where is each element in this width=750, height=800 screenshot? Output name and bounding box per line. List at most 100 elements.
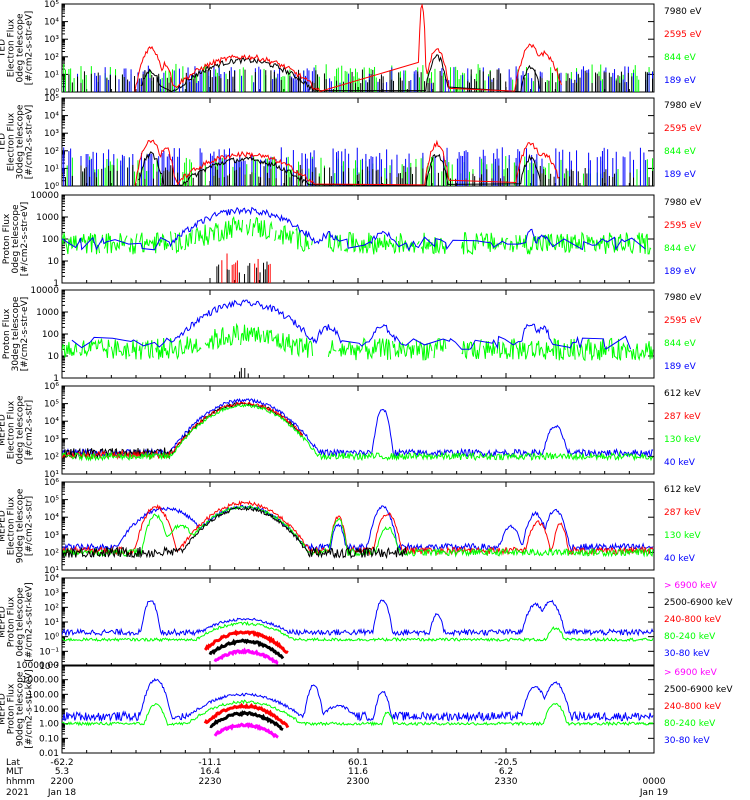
legend-entry: 2595 eV (664, 30, 702, 40)
y-axis-label-line: [#/cm2-s-str-eV] (20, 202, 30, 277)
panel-8: 0.010.101.0010.00100.001000.0010000.00ME… (0, 661, 733, 759)
y-axis-label-line: Electron Flux (7, 496, 17, 555)
y-tick-label: 10⁴ (44, 112, 59, 122)
legend-entry: 612 keV (664, 485, 701, 495)
legend-entry: > 6900 keV (664, 668, 718, 678)
y-tick-label: 10⁵ (44, 0, 59, 10)
y-axis-label-line: 90deg telescope (16, 671, 26, 746)
legend-entry: 80-240 keV (664, 632, 716, 642)
panel-1: 10⁰ 10¹ 10² 10³ 10⁴ 10⁵ TEDElectron Flux0deg t… (0, 0, 702, 98)
legend-entry: 2595 eV (664, 124, 702, 134)
x-tick-label-date: Jan 19 (639, 788, 668, 798)
x-tick-label-lat: -11.1 (198, 758, 221, 768)
series-red-band (203, 702, 290, 729)
y-axis-label-line: TED (0, 133, 8, 152)
series-group (62, 677, 654, 739)
y-tick-label: 10⁴ (44, 18, 59, 28)
series-group (62, 599, 654, 665)
y-axis-label: MEPEDElectron Flux0deg telescope[#/cm2-s… (0, 395, 35, 465)
x-tick-label-hhmm: 2230 (199, 777, 222, 787)
x-row-label-year: 2021 (6, 788, 29, 798)
y-tick-label: 1 (53, 279, 59, 289)
y-axis-label-line: [#/cm2-s-str] (25, 400, 35, 460)
panel-2: 10⁰ 10¹ 10² 10³ 10⁴ 10⁵ TEDElectron Flux30deg … (0, 94, 702, 192)
y-axis-label-line: Proton Flux (7, 683, 17, 734)
y-tick-label: 10³ (44, 531, 59, 541)
y-tick-label: 10 (48, 257, 60, 267)
series-red-line (134, 4, 562, 92)
y-axis-label-line: 90deg telescope (16, 488, 26, 563)
series-red-line (62, 500, 654, 556)
series-blue-line (62, 397, 654, 458)
legend-entry: 7980 eV (664, 7, 702, 17)
y-axis-label-line: 30deg telescope (11, 296, 21, 371)
series-group (62, 500, 654, 560)
y-axis-label-line: 0deg telescope (11, 204, 21, 274)
y-tick-label: 10² (44, 603, 59, 613)
y-axis-label: TEDElectron Flux0deg telescope[#/cm2-s-s… (0, 11, 35, 86)
x-tick-label-lat: -20.5 (494, 758, 517, 768)
legend-entry: 240-800 keV (664, 615, 722, 625)
legend-entry: 2500-6900 keV (664, 598, 733, 608)
legend-entry: 40 keV (664, 554, 696, 564)
y-axis-label-line: Electron Flux (7, 112, 17, 171)
y-tick-label: 1000 (36, 213, 59, 223)
x-tick-label-hhmm: 2200 (51, 777, 74, 787)
y-tick-label: 10.00 (33, 705, 59, 715)
panel-6: 10¹ 10² 10³ 10⁴ 10⁵ 10⁶ MEPEDElectron Flux90de… (0, 478, 701, 576)
y-axis-label: MEPEDElectron Flux90deg telescope[#/cm2-… (0, 488, 35, 563)
y-tick-label: 1000.00 (22, 676, 59, 686)
series-red-line (134, 139, 560, 186)
y-tick-label: 10000.00 (16, 661, 59, 671)
y-axis-label-line: MEPED (0, 510, 8, 542)
y-tick-label: 10² (44, 147, 59, 157)
series-black-band (209, 710, 284, 731)
legend-entry: 612 keV (664, 389, 701, 399)
y-tick-label: 10⁴ (44, 417, 59, 427)
series-group (62, 299, 654, 378)
y-tick-label: 10² (44, 548, 59, 558)
legend-entry: 240-800 keV (664, 702, 722, 712)
series-black-line (62, 505, 407, 560)
legend-entry: 844 eV (664, 339, 697, 349)
y-axis-label-line: 0deg telescope (16, 13, 26, 83)
y-tick-label: 10¹ (44, 470, 59, 480)
y-axis-label-line: [#/cm2-s-str-keV] (25, 669, 35, 748)
y-tick-label: 10000 (30, 286, 59, 296)
y-tick-label: 10¹ (44, 164, 59, 174)
y-tick-label: 10² (44, 53, 59, 63)
series-green-line (62, 403, 654, 462)
x-tick-label-hhmm: 0000 (643, 777, 666, 787)
legend-entry: 80-240 keV (664, 719, 716, 729)
series-black-band (208, 638, 285, 660)
y-tick-label: 10000 (30, 191, 59, 201)
x-tick-label-mlt: 11.6 (348, 767, 368, 777)
y-axis-label-line: 30deg telescope (16, 104, 26, 179)
legend-entry: 130 keV (664, 435, 701, 445)
series-magenta-band (213, 722, 279, 739)
legend-entry: 2595 eV (664, 221, 702, 231)
legend-entry: 189 eV (664, 76, 697, 86)
panel-5: 10¹ 10² 10³ 10⁴ 10⁵ 10⁶ MEPEDElectron Flux0deg… (0, 382, 701, 480)
y-axis-label-line: [#/cm2-s-str] (25, 496, 35, 556)
y-tick-label: 1 (53, 374, 59, 384)
y-tick-label: 10⁵ (44, 496, 59, 506)
legend-entry: 2595 eV (664, 316, 702, 326)
y-axis-label-line: [#/cm2-s-str-eV] (25, 11, 35, 86)
series-black-line (138, 151, 541, 186)
legend-entry: 189 eV (664, 362, 697, 372)
legend-entry: 30-80 keV (664, 649, 710, 659)
y-tick-label: 10⁻² (39, 662, 59, 672)
y-tick-label: 10⁰ (44, 182, 59, 192)
legend-entry: 7980 eV (664, 101, 702, 111)
panel-frame (61, 481, 655, 571)
y-axis-label-line: Proton Flux (7, 596, 17, 647)
y-axis-label-line: MEPED (0, 606, 8, 638)
y-tick-label: 10⁴ (44, 574, 59, 584)
y-tick-label: 10⁵ (44, 400, 59, 410)
